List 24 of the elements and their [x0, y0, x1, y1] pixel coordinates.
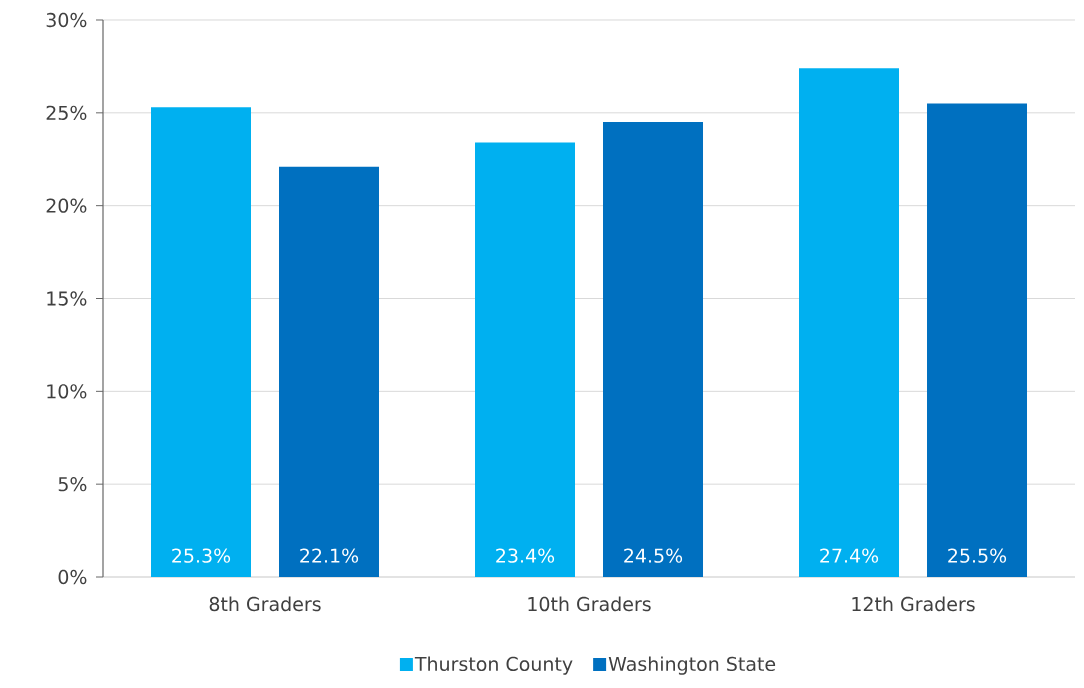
data-label: 25.3% [172, 548, 231, 563]
y-tick-label: 15% [47, 291, 87, 306]
data-label: 24.5% [624, 548, 683, 563]
bar [475, 142, 575, 577]
bar [279, 166, 379, 577]
y-tick-label: 10% [47, 384, 87, 399]
x-tick-label: 10th Graders [528, 596, 651, 612]
x-tick-label: 8th Graders [209, 596, 321, 612]
data-label: 27.4% [820, 548, 879, 563]
bar [151, 107, 251, 577]
legend-label: Thurston County [414, 656, 573, 675]
x-tick-label: 12th Graders [852, 596, 975, 612]
y-tick-label: 20% [46, 198, 87, 213]
bar [927, 103, 1028, 577]
y-tick-label: 5% [58, 476, 87, 492]
y-tick-label: 30% [46, 12, 87, 28]
data-label: 23.4% [496, 548, 555, 563]
y-tick-label: 25% [46, 105, 87, 121]
data-label: 25.5% [948, 548, 1007, 563]
bar [603, 122, 703, 577]
y-tick-label: 0% [58, 569, 87, 585]
legend-label: Washington State [608, 656, 776, 675]
data-label: 22.1% [300, 548, 359, 563]
bar [799, 68, 900, 577]
